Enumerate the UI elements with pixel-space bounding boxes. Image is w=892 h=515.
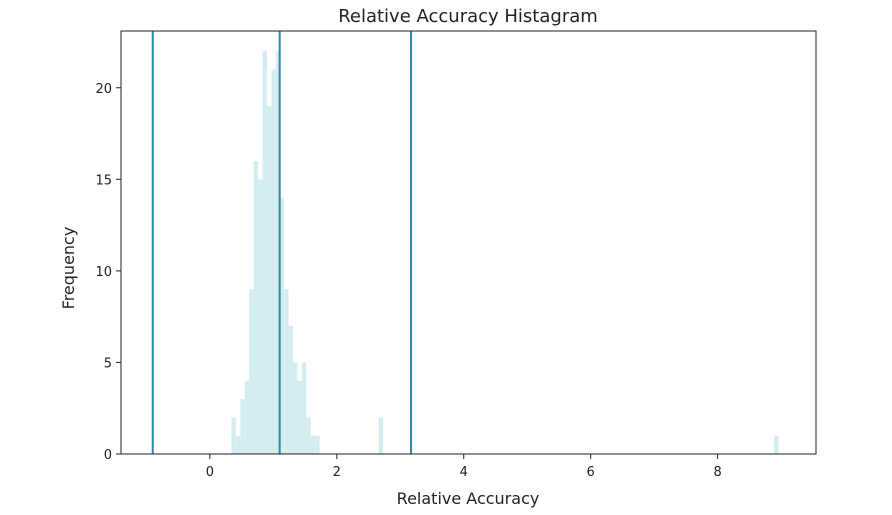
histogram-bar-11	[279, 197, 285, 455]
histogram-bar-14	[293, 362, 298, 454]
y-tick-label-3: 15	[95, 173, 112, 188]
x-tick-label-3: 6	[587, 465, 595, 480]
y-axis-ticks: 0 5 10 15 20	[95, 82, 121, 463]
histogram-bar-13	[288, 325, 293, 454]
histogram-bar-20	[378, 417, 384, 454]
y-tick-label-0: 0	[104, 448, 112, 463]
histogram-bar-21	[774, 435, 779, 454]
histogram-bar-7	[262, 51, 267, 455]
histogram-bar-17	[306, 417, 311, 454]
histogram-bar-8	[266, 106, 272, 455]
histogram-bar-10	[275, 51, 281, 455]
histogram-bar-1	[235, 435, 241, 454]
y-tick-label-1: 5	[104, 356, 112, 371]
x-axis-label: Relative Accuracy	[397, 489, 540, 508]
x-tick-label-1: 2	[333, 465, 341, 480]
x-tick-label-4: 8	[713, 465, 721, 480]
histogram-bar-15	[297, 380, 302, 454]
y-tick-label-4: 20	[95, 82, 112, 97]
histogram-bar-4	[249, 289, 254, 454]
histogram-bars	[231, 51, 779, 455]
x-axis-ticks: 0 2 4 6 8	[206, 454, 722, 480]
histogram-bar-9	[271, 69, 276, 455]
histogram-bar-19	[315, 435, 320, 454]
vertical-lines	[151, 31, 413, 454]
chart-title: Relative Accuracy Histagram	[338, 6, 598, 27]
y-tick-label-2: 10	[95, 265, 112, 280]
histogram-bar-12	[284, 289, 289, 454]
x-tick-label-2: 4	[460, 465, 468, 480]
histogram-bar-0	[231, 417, 236, 454]
histogram-bar-6	[258, 179, 263, 454]
histogram-bar-18	[310, 435, 316, 454]
x-tick-label-0: 0	[206, 465, 214, 480]
plot-frame	[120, 30, 817, 455]
histogram-bar-16	[301, 362, 307, 454]
histogram-bar-2	[240, 399, 245, 454]
histogram-bar-3	[244, 380, 250, 454]
y-axis-label: Frequency	[59, 227, 78, 310]
histogram-bar-5	[253, 161, 259, 454]
